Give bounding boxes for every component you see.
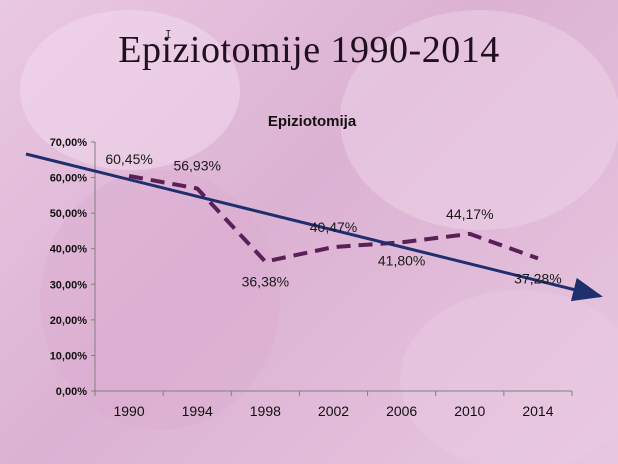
trend-arrow xyxy=(25,152,603,302)
x-tick-label: 2010 xyxy=(454,403,485,419)
chart-title: Epiziotomija xyxy=(268,113,357,130)
y-tick-label: 10,00% xyxy=(50,350,88,362)
x-axis-ticks: 1990 1994 1998 2002 2006 2010 2014 xyxy=(94,391,573,419)
slide-title: Epiziotomije 1990-2014 xyxy=(118,29,500,71)
series-polyline xyxy=(128,174,539,264)
data-label: 40,47% xyxy=(310,219,357,235)
data-label: 56,93% xyxy=(173,157,220,173)
x-tick-label: 2006 xyxy=(386,403,417,419)
data-label: 44,17% xyxy=(446,206,493,222)
y-tick-label: 50,00% xyxy=(50,208,88,220)
y-tick-label: 40,00% xyxy=(50,244,88,256)
data-labels: 60,45% 56,93% 36,38% 40,47% 41,80% 44,17% 37,2… xyxy=(105,151,561,290)
y-tick-label: 20,00% xyxy=(50,315,88,327)
data-label: 36,38% xyxy=(242,274,289,290)
y-tick-label: 70,00% xyxy=(50,137,88,149)
y-tick-label: 60,00% xyxy=(50,173,88,185)
chart-axes xyxy=(94,142,572,392)
data-label: 41,80% xyxy=(378,252,425,268)
y-axis-ticks: 0,00% 10,00% 20,00% 30,00% 40,00% 50,00% 60,00… xyxy=(50,137,95,398)
x-tick-label: 1994 xyxy=(182,403,213,419)
x-tick-label: 1998 xyxy=(250,403,281,419)
y-tick-label: 30,00% xyxy=(50,279,88,291)
data-label: 60,45% xyxy=(105,151,152,167)
trend-arrow-line xyxy=(25,152,603,302)
x-tick-label: 2014 xyxy=(522,403,553,419)
data-label: 37,28% xyxy=(514,270,561,286)
y-tick-label: 0,00% xyxy=(56,386,87,398)
series-line xyxy=(128,174,539,264)
x-tick-label: 1990 xyxy=(113,403,144,419)
text-cursor-icon: I xyxy=(165,28,172,41)
x-tick-label: 2002 xyxy=(318,403,349,419)
